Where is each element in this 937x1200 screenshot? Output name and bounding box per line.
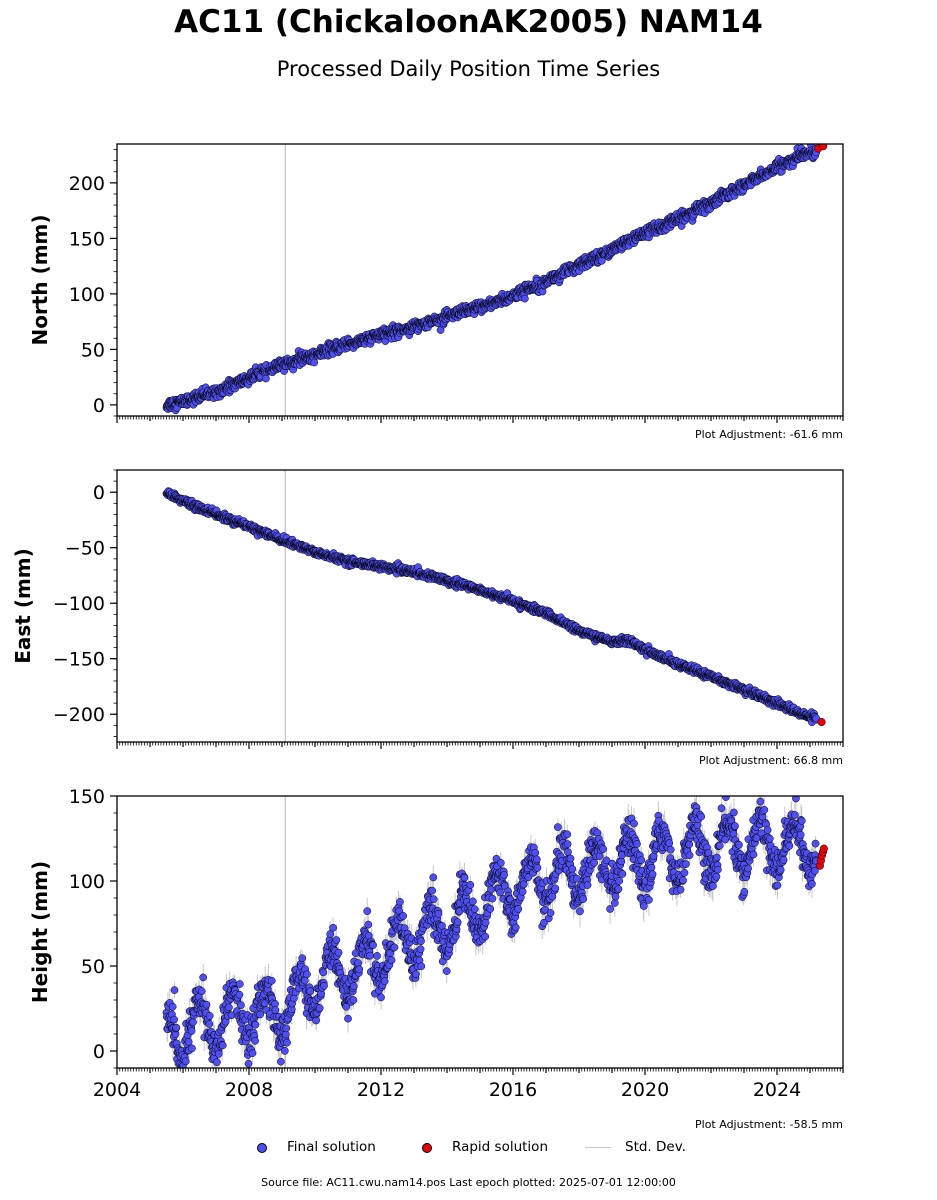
chart-title: AC11 (ChickaloonAK2005) NAM14: [174, 4, 763, 40]
y-tick-label: 150: [69, 228, 105, 250]
final-solution-point: [262, 374, 270, 383]
final-solution-point: [520, 294, 529, 303]
final-solution-point: [310, 358, 319, 367]
y-tick-label: 100: [69, 284, 105, 306]
y-tick-label: 50: [81, 339, 105, 361]
north-panel: 0 50 100 150 200 North (mm): [28, 143, 844, 423]
y-tick-label: 0: [93, 395, 105, 417]
final-solution-point: [597, 256, 606, 265]
east-plot-area: [162, 470, 826, 742]
y-tick-label: 200: [69, 173, 105, 195]
chart-subtitle: Processed Daily Position Time Series: [276, 57, 661, 81]
rapid-solution-point: [819, 144, 828, 151]
north-plot-area: [162, 144, 828, 416]
north-y-axis-label: North (mm): [28, 214, 52, 345]
